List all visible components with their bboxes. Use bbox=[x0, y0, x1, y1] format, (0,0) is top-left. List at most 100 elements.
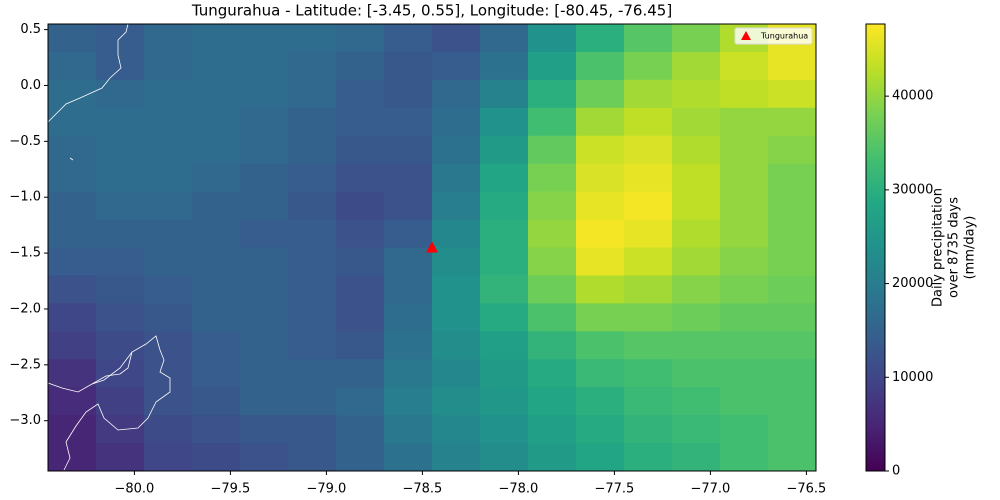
heatmap-cell bbox=[336, 107, 385, 137]
heatmap-cell bbox=[720, 303, 769, 332]
heatmap-cell bbox=[672, 163, 721, 193]
heatmap-cell bbox=[528, 51, 577, 81]
heatmap-cell bbox=[240, 387, 289, 416]
heatmap-cell bbox=[288, 275, 337, 304]
heatmap-cell bbox=[576, 219, 625, 248]
heatmap-cell bbox=[48, 415, 97, 444]
heatmap-cell bbox=[336, 24, 385, 53]
heatmap-cell bbox=[240, 359, 289, 388]
heatmap-cell bbox=[48, 443, 97, 472]
heatmap-cell bbox=[288, 303, 337, 332]
heatmap-cell bbox=[48, 275, 97, 304]
heatmap-cell bbox=[528, 107, 577, 137]
heatmap-cell bbox=[672, 387, 721, 416]
heatmap-cell bbox=[432, 107, 481, 137]
heatmap-cell bbox=[624, 275, 673, 304]
heatmap-cell bbox=[240, 275, 289, 304]
heatmap-cell bbox=[720, 107, 769, 137]
heatmap-cell bbox=[96, 415, 145, 444]
heatmap-cell bbox=[384, 107, 433, 137]
heatmap-cell bbox=[336, 415, 385, 444]
heatmap-cell bbox=[336, 387, 385, 416]
heatmap-cell bbox=[384, 163, 433, 193]
y-tick-label: −2.0 bbox=[9, 301, 41, 316]
heatmap-cell bbox=[432, 51, 481, 81]
heatmap-cell bbox=[384, 275, 433, 304]
heatmap-cell bbox=[432, 303, 481, 332]
heatmap-cell bbox=[384, 331, 433, 360]
heatmap-cell bbox=[144, 415, 193, 444]
heatmap-cell bbox=[48, 107, 97, 137]
heatmap-cell bbox=[192, 359, 241, 388]
heatmap-cell bbox=[192, 219, 241, 248]
heatmap-cell bbox=[768, 331, 817, 360]
coastline bbox=[47, 23, 129, 123]
heatmap-cell bbox=[336, 79, 385, 109]
heatmap-cell bbox=[432, 387, 481, 416]
heatmap-cell bbox=[672, 219, 721, 248]
heatmap-cell bbox=[624, 107, 673, 137]
heatmap-cell bbox=[384, 79, 433, 109]
heatmap-cell bbox=[624, 331, 673, 360]
heatmap-cell bbox=[576, 303, 625, 332]
heatmap-cell bbox=[288, 443, 337, 472]
heatmap-cell bbox=[624, 303, 673, 332]
heatmap-cell bbox=[288, 415, 337, 444]
heatmap-cell bbox=[624, 191, 673, 221]
heatmap-cell bbox=[144, 51, 193, 81]
heatmap-cell bbox=[528, 79, 577, 109]
heatmap-cell bbox=[432, 359, 481, 388]
heatmap-cell bbox=[480, 79, 529, 109]
legend-marker bbox=[741, 31, 751, 40]
heatmap-cell bbox=[624, 415, 673, 444]
chart-title: Tungurahua - Latitude: [-3.45, 0.55], Lo… bbox=[191, 2, 672, 20]
heatmap-cell bbox=[96, 331, 145, 360]
heatmap-cell bbox=[240, 219, 289, 248]
heatmap-cell bbox=[288, 107, 337, 137]
heatmap-cell bbox=[48, 24, 97, 53]
heatmap-cell bbox=[48, 51, 97, 81]
x-tick-label: −79.0 bbox=[306, 482, 346, 497]
heatmap-cell bbox=[48, 331, 97, 360]
heatmap-cell bbox=[288, 79, 337, 109]
heatmap-cell bbox=[48, 359, 97, 388]
heatmap-cell bbox=[240, 247, 289, 276]
heatmap-cell bbox=[96, 163, 145, 193]
heatmap-cell bbox=[240, 79, 289, 109]
heatmap-cell bbox=[528, 387, 577, 416]
heatmap-cell bbox=[528, 415, 577, 444]
heatmap-cell bbox=[768, 443, 817, 472]
colorbar-bar bbox=[865, 23, 886, 472]
heatmap-cell bbox=[336, 163, 385, 193]
heatmap-cell bbox=[480, 191, 529, 221]
heatmap-cell bbox=[384, 443, 433, 472]
heatmap-cell bbox=[624, 443, 673, 472]
heatmap-cell bbox=[384, 24, 433, 53]
heatmap-cell bbox=[768, 219, 817, 248]
heatmap-cell bbox=[432, 79, 481, 109]
heatmap-cell bbox=[96, 107, 145, 137]
heatmap-cell bbox=[288, 387, 337, 416]
heatmap-cell bbox=[144, 443, 193, 472]
heatmap-cell bbox=[576, 247, 625, 276]
heatmap-cell bbox=[528, 163, 577, 193]
colorbar-tick-label: 40000 bbox=[892, 89, 933, 104]
colorbar-tick-label: 20000 bbox=[892, 276, 933, 291]
heatmap-cell bbox=[192, 443, 241, 472]
heatmap-cell bbox=[672, 24, 721, 53]
heatmap-cell bbox=[528, 443, 577, 472]
heatmap-cell bbox=[720, 79, 769, 109]
heatmap-cell bbox=[96, 219, 145, 248]
heatmap-cell bbox=[672, 247, 721, 276]
coastline bbox=[47, 335, 171, 471]
heatmap-cell bbox=[432, 219, 481, 248]
heatmap-cell bbox=[336, 359, 385, 388]
heatmap-cell bbox=[528, 303, 577, 332]
heatmap-cell bbox=[192, 303, 241, 332]
heatmap-cell bbox=[384, 135, 433, 165]
heatmap-cell bbox=[192, 191, 241, 221]
heatmap-cell bbox=[720, 219, 769, 248]
heatmap-cell bbox=[192, 387, 241, 416]
heatmap-cell bbox=[96, 135, 145, 165]
heatmap-cell bbox=[432, 163, 481, 193]
